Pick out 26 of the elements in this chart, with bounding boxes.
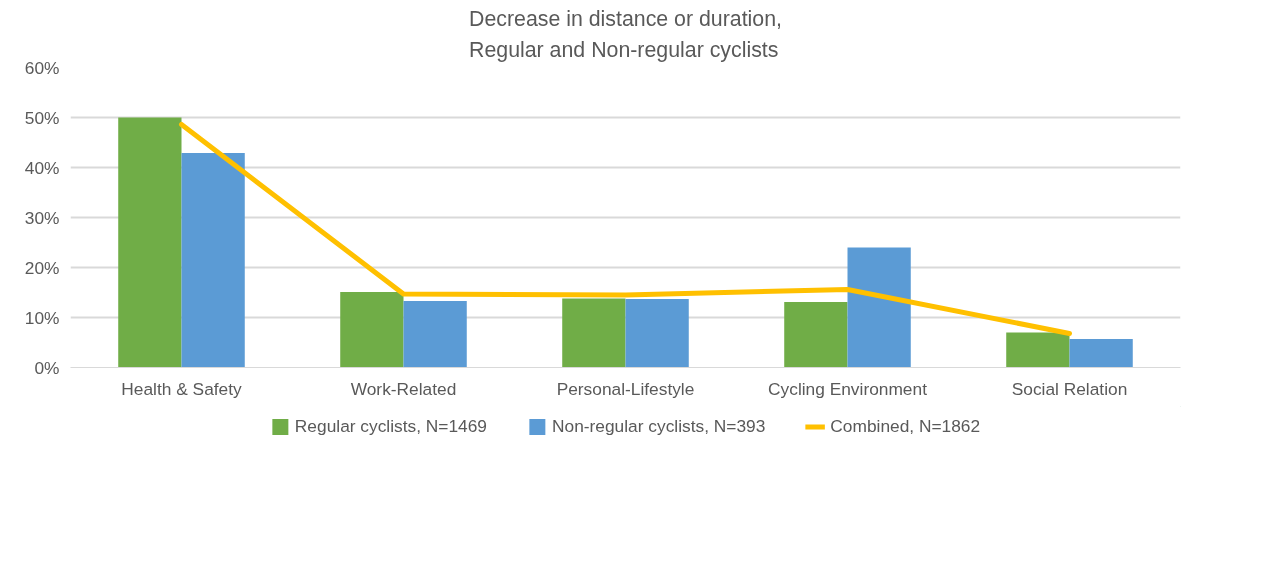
y-tick-label: 60% — [24, 57, 60, 78]
chart-title: Decrease in distance or duration, Regular and Non-regular cyclists — [469, 7, 783, 63]
x-tick-label: Health & Safety — [121, 378, 243, 399]
bar — [181, 153, 245, 368]
y-tick-label: 30% — [24, 207, 60, 228]
bar — [1069, 339, 1133, 368]
y-tick-label: 0% — [34, 357, 60, 378]
x-tick-label: Work-Related — [350, 378, 457, 399]
legend-label: Combined, N=1862 — [830, 415, 981, 437]
bar — [625, 299, 689, 368]
bar — [118, 117, 182, 368]
bar — [1006, 332, 1070, 368]
legend-label: Regular cyclists, N=1469 — [294, 415, 488, 437]
y-tick-label: 10% — [24, 307, 60, 328]
legend-label: Non-regular cyclists, N=393 — [552, 415, 766, 437]
bar — [562, 298, 626, 368]
y-tick-label: 40% — [24, 157, 60, 178]
bar — [340, 292, 404, 368]
y-tick-label: 50% — [24, 107, 60, 128]
x-tick-label: Social Relation — [1011, 378, 1128, 399]
y-tick-label: 20% — [24, 257, 60, 278]
x-tick-label: Cycling Environment — [768, 378, 928, 399]
bar — [784, 302, 848, 368]
bar — [403, 301, 467, 368]
bar — [847, 247, 911, 368]
x-tick-label: Personal-Lifestyle — [556, 378, 695, 399]
